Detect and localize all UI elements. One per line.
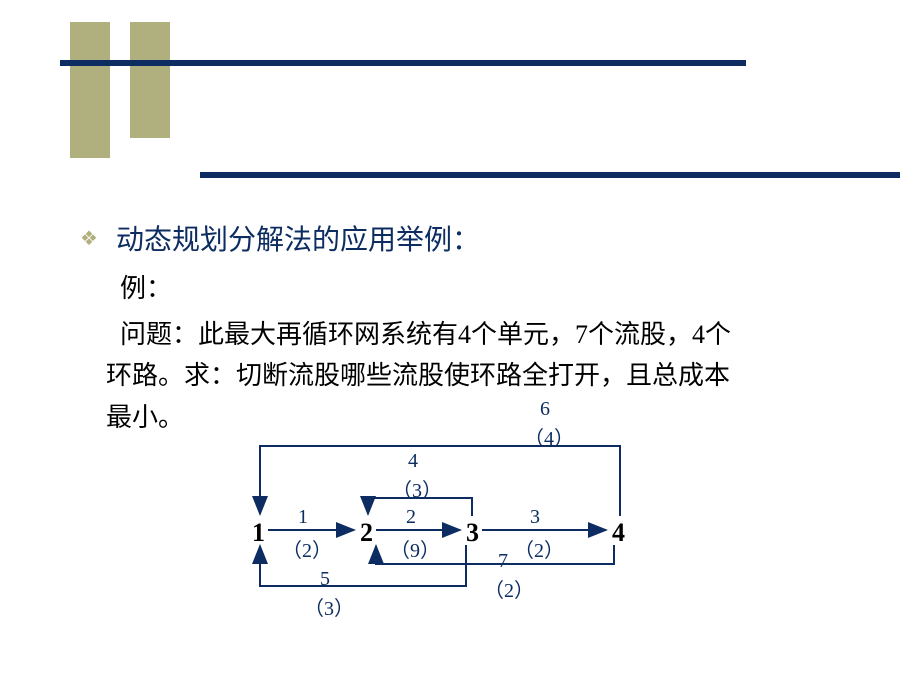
edge-5-cost: （3） — [304, 592, 354, 621]
hbar-2 — [200, 172, 900, 178]
edge-3-cost: （2） — [514, 534, 564, 563]
edge-2-cost: （9） — [390, 534, 440, 563]
node-4: 4 — [612, 518, 625, 548]
heading-row: ❖ 动态规划分解法的应用举例： — [82, 218, 731, 258]
edge-5-stream: 5 — [320, 568, 330, 591]
edge-4-cost: （3） — [392, 474, 442, 503]
vbar-1 — [70, 22, 110, 158]
edge-7-stream: 7 — [498, 550, 508, 573]
flow-diagram: 1 2 3 4 1 （2） 2 （9） 3 （2） 4 （3） 5 （3） 6 … — [232, 400, 692, 630]
edge-6-stream: 6 — [540, 398, 550, 421]
edge-3-stream: 3 — [530, 506, 540, 529]
question-line2: 环路。求：切断流股哪些流股使环路全打开，且总成本 — [106, 355, 730, 397]
node-3: 3 — [466, 518, 479, 548]
edge-7-cost: （2） — [484, 574, 534, 603]
node-2: 2 — [360, 518, 373, 548]
edge-1-cost: （2） — [282, 534, 332, 563]
edge-1-stream: 1 — [298, 506, 308, 529]
edge-6-cost: （4） — [524, 422, 574, 451]
heading-text: 动态规划分解法的应用举例： — [116, 218, 480, 258]
node-1: 1 — [252, 518, 265, 548]
example-label: 例： — [120, 268, 731, 310]
question-line1: 问题：此最大再循环网系统有4个单元，7个流股，4个 — [120, 320, 731, 349]
edge-2-stream: 2 — [406, 506, 416, 529]
bullet-icon: ❖ — [80, 226, 98, 251]
hbar-1 — [60, 60, 746, 66]
question-line3: 最小。 — [106, 397, 184, 439]
edge-4-stream: 4 — [408, 450, 418, 473]
vbar-2 — [130, 22, 170, 138]
